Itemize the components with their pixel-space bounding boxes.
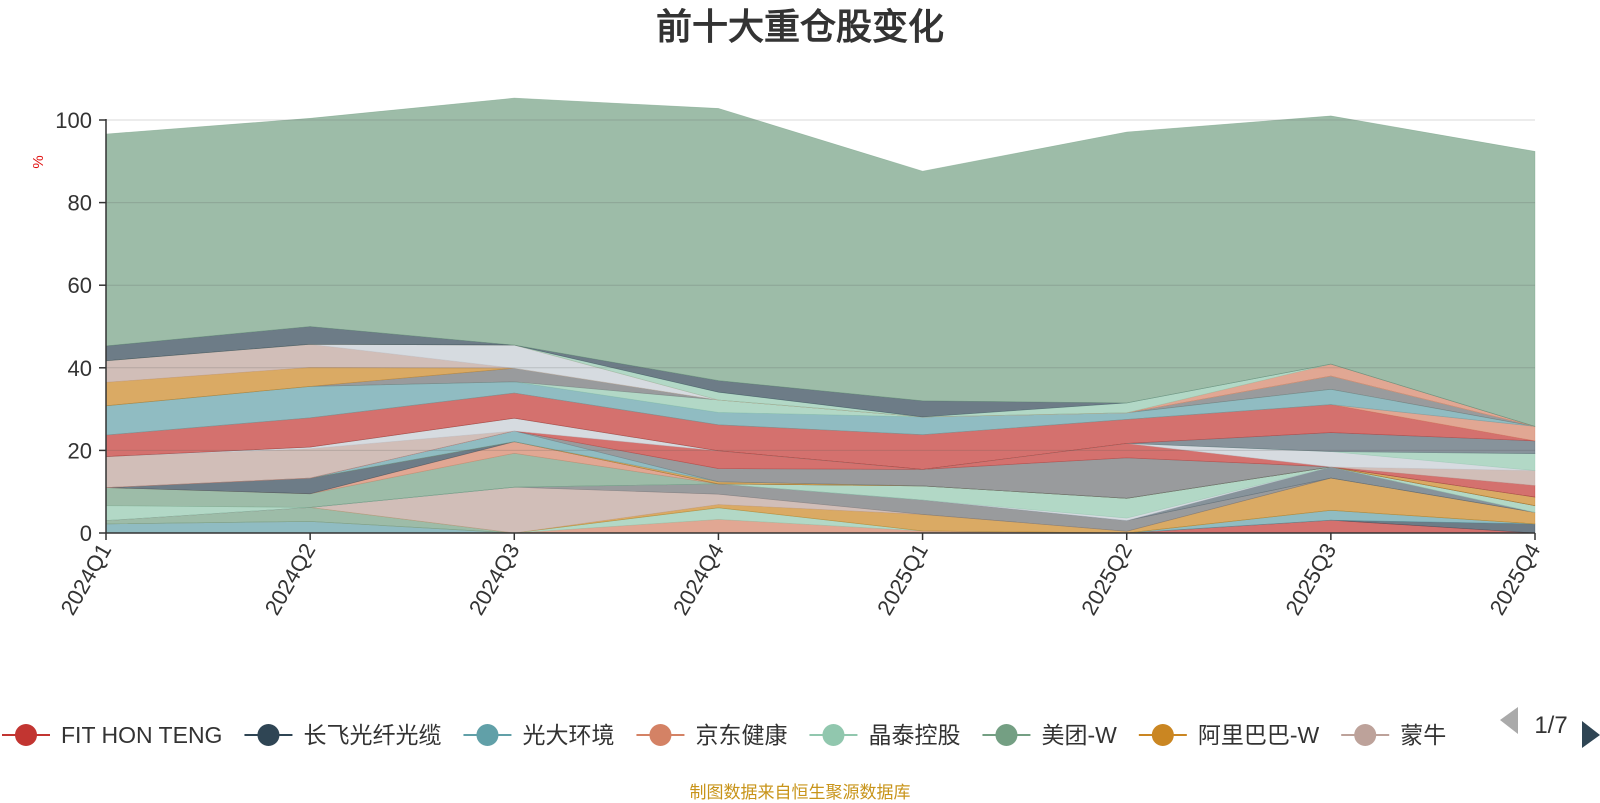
legend-item[interactable]: 京东健康 [636,722,787,748]
legend-marker-icon [822,724,845,746]
legend[interactable]: FIT HON TENG 长飞光纤光缆 光大环境 京东健康 晶泰控股 美团-W 阿里巴巴-W… [2,722,1446,748]
y-tick-label: 100 [55,108,92,133]
legend-label: 京东健康 [695,722,787,748]
legend-pager[interactable]: 1/7 [1500,707,1600,748]
legend-label: 蒙牛 [1400,722,1446,748]
legend-item[interactable]: 光大环境 [463,722,614,748]
legend-marker-icon [1151,724,1174,746]
legend-item[interactable]: 阿里巴巴-W [1138,722,1320,748]
legend-label: FIT HON TENG [61,722,222,748]
legend-label: 美团-W [1041,722,1117,748]
legend-next-arrow-icon[interactable] [1582,721,1600,748]
y-tick-label: 60 [68,273,92,298]
x-tick-label: 2024Q2 [260,539,321,619]
legend-marker-icon [649,724,672,746]
y-tick-label: 20 [68,438,92,463]
x-tick-label: 2024Q3 [464,539,525,619]
x-tick-label: 2024Q1 [56,539,117,619]
legend-item[interactable]: 美团-W [982,722,1117,748]
legend-label: 阿里巴巴-W [1198,722,1320,748]
y-tick-label: 40 [68,356,92,381]
area-series [105,97,1536,534]
x-tick-label: 2024Q4 [668,539,729,619]
x-tick-label: 2025Q4 [1485,539,1546,619]
legend-prev-arrow-icon[interactable] [1500,707,1518,734]
legend-label: 长飞光纤光缆 [303,722,441,748]
legend-marker-icon [15,724,37,746]
legend-label: 光大环境 [522,722,614,748]
legend-marker-icon [476,724,499,746]
legend-marker-icon [1354,724,1377,746]
area-series-34 [105,97,1536,427]
data-source-note: 制图数据来自恒生聚源数据库 [689,783,911,802]
legend-item[interactable]: 蒙牛 [1341,722,1446,748]
x-tick-label: 2025Q3 [1280,539,1341,619]
legend-page-indicator: 1/7 [1534,712,1567,739]
legend-marker-icon [995,724,1018,746]
y-tick-label: 0 [80,521,92,546]
y-axis-label: % [30,155,47,168]
legend-item[interactable]: 长飞光纤光缆 [244,722,441,748]
legend-marker-icon [257,724,280,746]
legend-item[interactable]: 晶泰控股 [809,722,960,748]
x-tick-label: 2025Q1 [872,539,933,619]
y-tick-label: 80 [68,191,92,216]
chart-title: 前十大重仓股变化 [655,6,944,47]
x-tick-label: 2025Q2 [1076,539,1137,619]
legend-label: 晶泰控股 [868,722,960,748]
legend-item[interactable]: FIT HON TENG [2,722,222,748]
